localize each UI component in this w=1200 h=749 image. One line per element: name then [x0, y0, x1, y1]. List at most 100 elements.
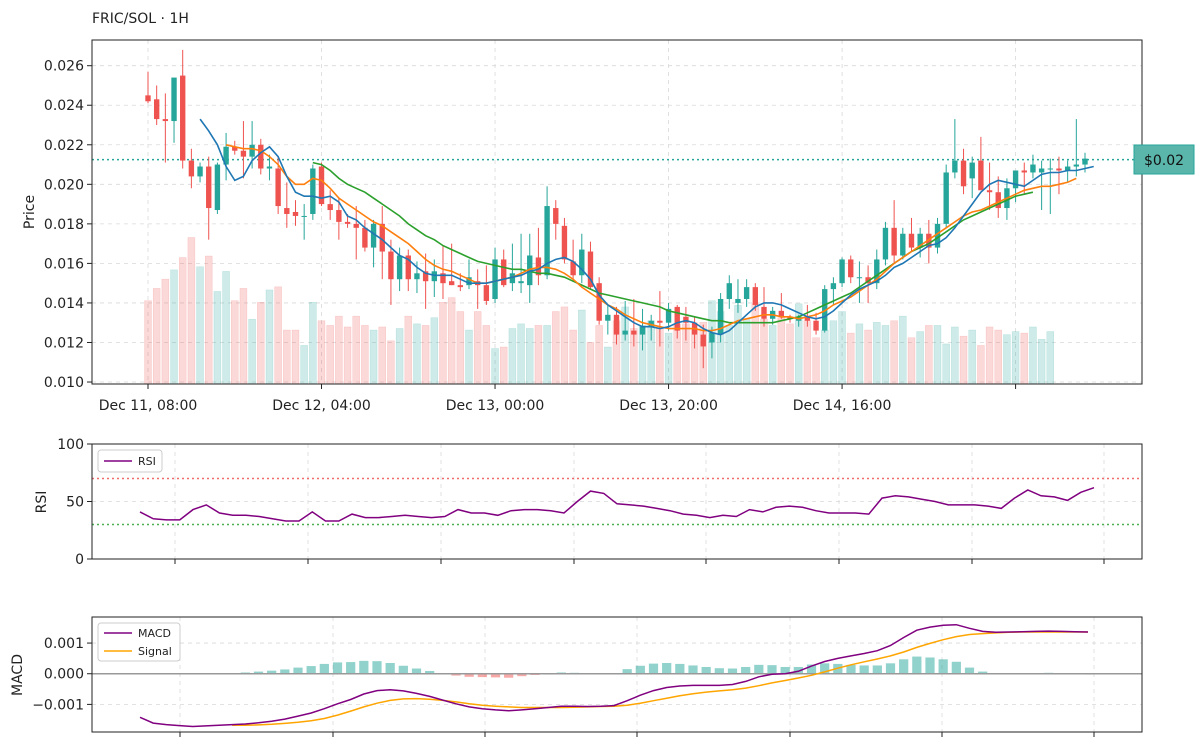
rsi-y-axis: 0 50 100	[57, 437, 92, 568]
volume-bar	[239, 288, 248, 385]
volume-bar	[205, 255, 213, 385]
candle-body	[822, 289, 828, 331]
candle-body	[240, 150, 247, 157]
macd-x-axis	[179, 732, 1095, 737]
volume-bar	[760, 318, 768, 385]
macd-histogram-bar	[253, 671, 264, 674]
macd-histogram-bar	[899, 659, 909, 674]
volume-bar	[309, 302, 317, 385]
volume-bar	[213, 291, 222, 385]
candle-body	[1082, 158, 1088, 165]
macd-histogram-bar	[635, 665, 645, 674]
volume-bar	[725, 325, 734, 385]
candle-body	[839, 259, 845, 284]
volume-bar	[144, 300, 152, 385]
volume-bar	[899, 315, 907, 385]
candle-body	[683, 316, 689, 323]
macd-histogram-bar	[912, 656, 922, 674]
candle-body	[1038, 168, 1045, 173]
volume-bar	[569, 329, 577, 385]
candle-body	[561, 225, 568, 260]
macd-histogram-bar	[741, 666, 751, 674]
volume-bar	[829, 320, 838, 385]
candle-body	[917, 233, 923, 248]
rsi-y-tick-label: 0	[75, 552, 84, 568]
rsi-frame	[91, 443, 1143, 560]
macd-histogram-bar	[477, 673, 487, 678]
candle-body	[752, 287, 759, 305]
candle-body	[952, 160, 958, 173]
candle-body	[674, 306, 680, 331]
candle-body	[804, 316, 811, 321]
candle-body	[735, 298, 741, 303]
candle-body	[197, 166, 203, 177]
volume-bar	[152, 288, 161, 385]
candle-body	[709, 332, 715, 343]
volume-bar	[196, 266, 204, 385]
volume-bar	[543, 325, 551, 385]
candle-body	[778, 310, 785, 317]
candle-body	[258, 144, 264, 169]
volume-bar	[421, 325, 430, 385]
candle-body	[405, 255, 411, 280]
volume-bar	[404, 315, 412, 385]
volume-bar	[803, 320, 812, 385]
macd-histogram-bar	[425, 670, 435, 674]
macd-y-tick-label: −0.001	[32, 697, 84, 713]
candle-body	[717, 298, 724, 335]
price-y-tick-label: 0.026	[44, 59, 84, 75]
sma-fast-line	[199, 118, 1094, 336]
candle-body	[787, 316, 793, 319]
volume-bar	[890, 320, 898, 385]
macd-legend: MACD Signal	[97, 622, 181, 662]
candle-body	[318, 166, 325, 205]
volume-bar	[413, 323, 421, 385]
macd-histogram-bar	[780, 666, 790, 674]
rsi-legend-label: RSI	[138, 455, 156, 468]
volume-bar	[1020, 332, 1028, 385]
volume-bar	[942, 343, 950, 385]
volume-bar	[847, 332, 855, 385]
rsi-y-tick-label: 50	[66, 495, 84, 511]
candle-body	[431, 271, 437, 282]
volume-bar	[274, 286, 282, 385]
price-tag-box	[1133, 144, 1195, 175]
macd-histogram-bar	[411, 668, 422, 674]
candle-body	[379, 223, 385, 252]
candle-body	[570, 261, 576, 276]
candle-body	[535, 257, 542, 276]
macd-histogram-bar	[622, 669, 632, 674]
candle-body	[327, 204, 333, 211]
macd-histogram-bar	[675, 663, 685, 674]
candle-body	[544, 206, 550, 276]
candle-body	[1030, 164, 1036, 173]
macd-histogram-bar	[332, 662, 343, 674]
volume-bar	[595, 325, 603, 385]
candle-body	[900, 233, 906, 256]
volume-bar	[907, 337, 916, 385]
volume-bar	[473, 311, 482, 385]
macd-histogram-bar	[727, 668, 738, 674]
candle-body	[700, 334, 706, 347]
volume-bar	[222, 271, 230, 385]
candle-body	[605, 314, 611, 321]
page-title: FRIC/SOL · 1H	[92, 11, 189, 27]
macd-histogram-bar	[872, 665, 882, 674]
volume-bar	[335, 315, 343, 385]
signal-legend-label: Signal	[138, 645, 172, 658]
volume-bar	[300, 345, 308, 385]
candle-body	[518, 281, 524, 284]
volume-bar	[517, 323, 525, 385]
price-y-tick-label: 0.016	[44, 256, 84, 272]
macd-histogram-bar	[504, 673, 514, 678]
price-x-tick-label: Dec 14, 16:00	[793, 398, 892, 414]
candle-body	[856, 277, 863, 279]
price-x-tick-label: Dec 13, 20:00	[619, 398, 718, 414]
volume-bar	[734, 305, 742, 385]
macd-y-label: MACD	[10, 654, 26, 696]
candle-body	[648, 320, 654, 327]
candle-body	[813, 320, 819, 331]
macd-histogram-bar	[306, 666, 316, 674]
candle-body	[1056, 168, 1062, 171]
volume-bar	[231, 300, 239, 385]
